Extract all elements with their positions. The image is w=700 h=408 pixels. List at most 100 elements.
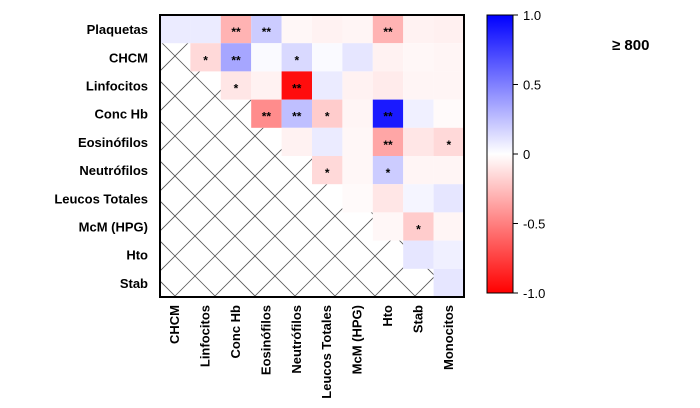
hatch-line — [0, 15, 16, 297]
hatch-line — [160, 43, 257, 298]
heatmap-cell — [433, 43, 464, 72]
heatmap-cell — [433, 156, 464, 185]
hatch-line — [574, 15, 700, 297]
significance-marker: * — [416, 223, 421, 237]
hatch-line — [534, 15, 700, 297]
significance-marker: * — [446, 138, 451, 152]
hatch-line — [0, 15, 56, 297]
heatmap-cell — [281, 127, 312, 156]
heatmap-cell — [372, 156, 404, 185]
heatmap-cell — [251, 43, 282, 72]
hatch-line — [160, 43, 177, 298]
column-label: Leucos Totales — [319, 305, 334, 399]
heatmap-cell — [342, 127, 373, 156]
heatmap-cell — [372, 127, 404, 156]
hatch-line — [654, 15, 700, 297]
heatmap-cell — [160, 15, 191, 44]
group-annotation: ≥ 800 — [612, 37, 649, 54]
heatmap-cell — [251, 71, 282, 100]
heatmap-cell — [190, 15, 221, 44]
heatmap-cell — [342, 43, 373, 72]
column-label: CHCM — [167, 305, 182, 344]
row-labels: Plaquetas CHCM Linfocitos Conc Hb Eosinófilo… — [54, 22, 148, 291]
hatch-line — [0, 15, 16, 297]
row-label: Leucos Totales — [54, 191, 148, 206]
heatmap-cell — [312, 99, 343, 128]
heatmap-cell — [403, 240, 434, 269]
heatmap-cell — [403, 43, 434, 72]
significance-marker: * — [294, 53, 299, 67]
hatch-line — [0, 15, 96, 297]
significance-marker: * — [386, 166, 391, 180]
hatch-line — [574, 15, 700, 297]
column-label: McM (HPG) — [350, 305, 365, 374]
hatch-line — [694, 15, 700, 297]
heatmap-cell — [312, 71, 343, 100]
significance-marker: ** — [231, 53, 241, 67]
hatch-line — [534, 15, 700, 297]
hatch-line — [654, 15, 700, 297]
heatmap-cell — [342, 15, 373, 44]
heatmap-cell — [372, 43, 404, 72]
heatmap-cell — [281, 15, 312, 44]
heatmap-cell — [403, 212, 434, 241]
colorbar-tick-label: 0.5 — [523, 78, 541, 93]
heatmap-cell — [220, 15, 252, 44]
significance-marker: ** — [262, 25, 272, 39]
heatmap-cell — [433, 184, 464, 213]
row-label: CHCM — [109, 50, 148, 65]
significance-marker: ** — [383, 25, 393, 39]
row-label: McM (HPG) — [79, 220, 148, 235]
heatmap-cell — [372, 71, 404, 100]
colorbar-tick-label: 1.0 — [523, 8, 541, 23]
heatmap-cell — [312, 156, 343, 185]
significance-marker: ** — [292, 82, 302, 96]
row-label: Neutrófilos — [79, 163, 148, 178]
column-labels: CHCM Linfocitos Conc Hb Eosinófilos Neutrófi… — [167, 305, 456, 399]
heatmap-cells — [160, 15, 464, 297]
hatch-line — [293, 43, 434, 298]
hatch-line — [0, 15, 56, 297]
heatmap-cell — [433, 127, 464, 156]
heatmap-cell — [220, 43, 252, 72]
significance-marker: * — [234, 82, 239, 96]
row-label: Eosinófilos — [78, 135, 148, 150]
hatch-line — [614, 15, 700, 297]
significance-marker: ** — [383, 110, 393, 124]
column-label: Hto — [380, 305, 395, 327]
heatmap-cell — [281, 71, 312, 100]
heatmap-cell — [251, 15, 282, 44]
hatch-line — [614, 15, 700, 297]
heatmap-cell — [372, 184, 404, 213]
heatmap-cell — [433, 99, 464, 128]
hatch-line — [333, 43, 434, 298]
row-label: Conc Hb — [95, 107, 149, 122]
heatmap-cell — [281, 43, 312, 72]
column-label: Conc Hb — [228, 305, 243, 359]
heatmap-cell — [372, 99, 404, 128]
colorbar-gradient — [486, 14, 514, 294]
heatmap-cell — [403, 156, 434, 185]
hatch-line — [160, 43, 177, 298]
heatmap-cell — [342, 71, 373, 100]
column-label: Linfocitos — [198, 305, 213, 367]
hatch-line — [160, 43, 297, 298]
hatch-line — [0, 15, 96, 297]
colorbar-tick-label: -1.0 — [523, 286, 545, 301]
heatmap-cell — [433, 71, 464, 100]
heatmap-cell — [372, 15, 404, 44]
row-label: Linfocitos — [86, 79, 148, 94]
column-label: Monocitos — [441, 305, 456, 370]
hatch-line — [160, 43, 217, 298]
row-label: Hto — [126, 248, 148, 263]
heatmap-cell — [190, 43, 221, 72]
colorbar-tick-label: -0.5 — [523, 217, 545, 232]
heatmap-cell — [403, 99, 434, 128]
row-label: Stab — [120, 276, 148, 291]
heatmap-cell — [312, 127, 343, 156]
heatmap-cell — [403, 127, 434, 156]
heatmap-cell — [342, 184, 373, 213]
column-label: Stab — [410, 305, 425, 333]
column-label: Eosinófilos — [258, 305, 273, 375]
